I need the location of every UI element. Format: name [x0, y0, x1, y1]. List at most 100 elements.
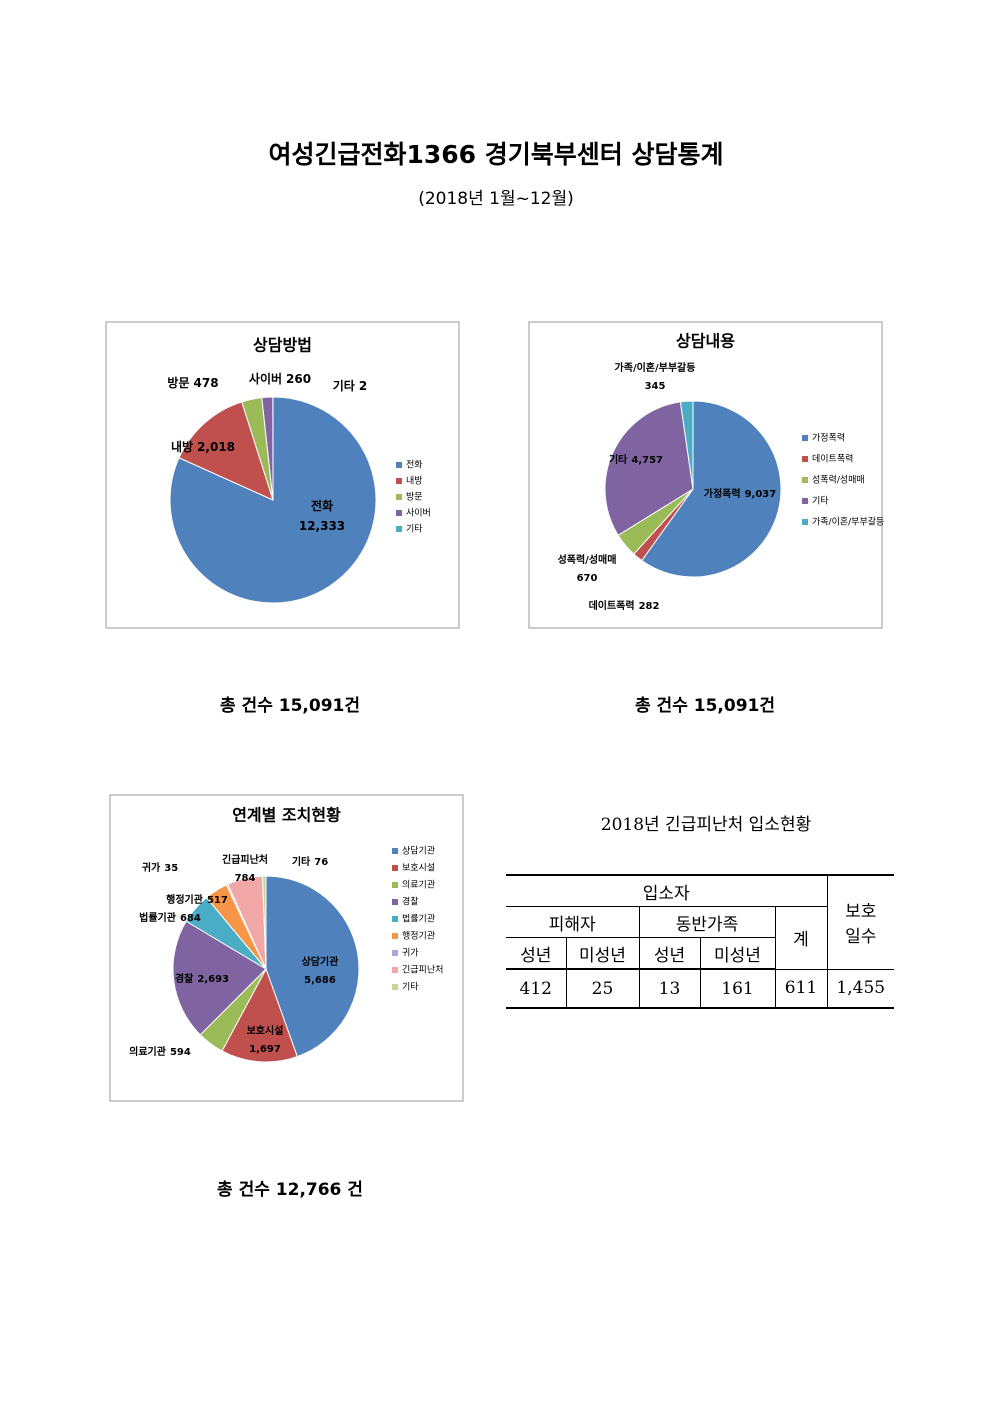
legend-label: 의료기관	[402, 880, 435, 891]
legend-swatch	[392, 848, 398, 854]
label-name: 방문	[167, 375, 189, 390]
data-label: 데이트폭력 282	[589, 599, 660, 612]
label-value: 684	[180, 913, 201, 924]
label-value: 9,037	[745, 489, 777, 500]
label-name: 법률기관	[139, 911, 177, 924]
pie-slice	[221, 967, 298, 1063]
label-value: 2,018	[197, 440, 235, 454]
legend-label: 상담기관	[402, 845, 435, 857]
legend-swatch	[802, 477, 808, 483]
label-name: 경찰	[175, 972, 194, 985]
data-label: 긴급피난처 784	[222, 853, 268, 884]
label-value: 5,686	[304, 975, 336, 986]
legend-swatch	[802, 519, 808, 525]
data-label: 기타 2	[333, 378, 367, 393]
legend-label: 내방	[406, 476, 423, 487]
label-value: 282	[639, 601, 660, 612]
label-name: 가정폭력	[704, 487, 741, 500]
data-label: 성폭력/성매매 670	[558, 553, 617, 584]
chart-title: 상담내용	[676, 332, 735, 351]
legend-label: 전화	[406, 460, 423, 471]
data-label: 법률기관 684	[139, 911, 201, 924]
data-label: 의료기관 594	[129, 1045, 191, 1058]
pie-slice	[265, 875, 360, 1058]
label-value: 345	[645, 381, 666, 392]
table-cell: 1,455	[826, 968, 894, 1009]
table-cell: 13	[638, 968, 701, 1009]
legend-label: 법률기관	[402, 914, 435, 925]
label-name: 보호시설	[247, 1024, 284, 1037]
legend-swatch	[396, 526, 402, 532]
table-row: 412 25 13 161 611 1,455	[506, 968, 894, 1009]
label-value: 12,333	[299, 519, 345, 533]
label-name: 기타	[333, 378, 355, 393]
label-value: 784	[235, 873, 256, 884]
legend-swatch	[396, 478, 402, 484]
legend-swatch	[392, 899, 398, 905]
data-label: 내방 2,018	[171, 439, 235, 454]
legend-label: 행정기관	[402, 930, 435, 942]
header-cell: 미성년	[699, 937, 776, 970]
legend-swatch	[802, 456, 808, 462]
header-cell: 보호 일수	[826, 874, 894, 970]
legend-swatch	[802, 498, 808, 504]
legend-swatch	[392, 882, 398, 888]
legend-swatch	[396, 510, 402, 516]
legend-label: 기타	[812, 496, 829, 507]
pie-slice	[262, 875, 267, 970]
pie-slice	[604, 401, 694, 536]
data-label: 기타 4,757	[609, 453, 663, 466]
table: 입소자 보호 일수 피해자 동반가족 계 성년 미성년 성년 미성년 412 25 13 161 6…	[506, 874, 894, 1009]
legend-label: 보호시설	[402, 863, 435, 874]
label-value: 670	[577, 573, 598, 584]
legend-label: 데이트폭력	[812, 453, 853, 465]
pie-slice	[169, 396, 377, 604]
legend-swatch	[392, 984, 398, 990]
label-name: 사이버	[249, 371, 282, 386]
data-label: 가정폭력 9,037	[704, 487, 776, 500]
data-label: 기타 76	[292, 855, 328, 868]
label-name: 귀가	[142, 861, 161, 874]
table-cell: 161	[699, 968, 776, 1009]
table-cell: 25	[565, 968, 640, 1009]
label-name: 긴급피난처	[222, 853, 268, 866]
total-count: 총 건수 15,091건	[220, 696, 360, 716]
legend-label: 긴급피난처	[402, 964, 443, 976]
header-cell: 성년	[638, 937, 701, 970]
doc-subtitle: (2018년 1월~12월)	[418, 189, 574, 209]
legend-label: 기타	[402, 982, 419, 993]
header-cell: 계	[774, 906, 828, 970]
total-count: 총 건수 15,091건	[635, 696, 775, 716]
header-cell: 피해자	[506, 906, 640, 938]
data-label: 보호시설 1,697	[247, 1024, 284, 1055]
header-cell: 성년	[506, 937, 567, 970]
label-name: 의료기관	[129, 1045, 167, 1058]
legend-label: 사이버	[406, 508, 431, 519]
label-value: 594	[170, 1047, 191, 1058]
legend-swatch	[392, 865, 398, 871]
table-title: 2018년 긴급피난처 입소현황	[600, 815, 812, 835]
table-cell: 611	[774, 968, 828, 1009]
data-label: 경찰 2,693	[175, 972, 229, 985]
label-name: 기타	[609, 453, 628, 466]
label-value: 35	[164, 863, 178, 874]
data-label: 가족/이혼/부부갈등 345	[615, 361, 696, 392]
pie-slice	[641, 400, 782, 578]
legend-label: 방문	[406, 492, 423, 503]
legend-label: 가정폭력	[812, 432, 845, 444]
label-name: 내방	[171, 439, 193, 454]
data-label: 행정기관 517	[166, 893, 228, 906]
label-value: 4,757	[631, 455, 663, 466]
chart-title: 연계별 조치현황	[232, 806, 341, 825]
data-label: 전화 12,333	[299, 498, 345, 533]
data-label: 사이버 260	[249, 371, 311, 386]
legend-label: 성폭력/성매매	[812, 474, 865, 486]
legend-label: 가족/이혼/부부갈등	[812, 516, 884, 528]
total-count: 총 건수 12,766 건	[217, 1180, 363, 1200]
label-value: 260	[286, 372, 311, 386]
legend-swatch	[802, 435, 808, 441]
label-name: 행정기관	[166, 893, 204, 906]
label-name: 데이트폭력	[589, 599, 635, 612]
